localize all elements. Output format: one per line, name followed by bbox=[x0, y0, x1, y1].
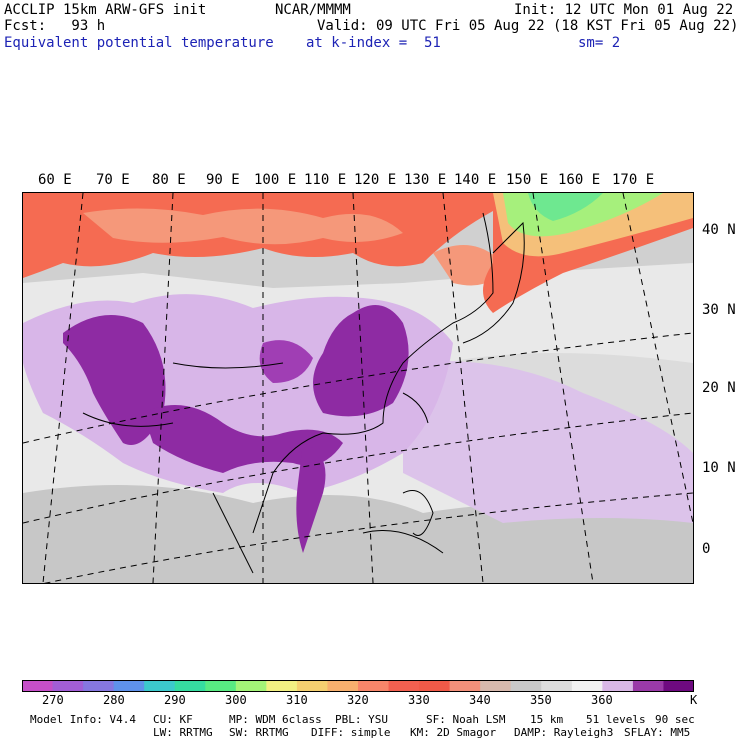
footer-damp: DAMP: Rayleigh3 bbox=[514, 726, 614, 739]
institution-label: NCAR/MMMM bbox=[275, 2, 351, 18]
colorbar-swatch bbox=[113, 680, 145, 692]
footer-cu: CU: KF bbox=[153, 713, 193, 726]
lon-label: 160 E bbox=[558, 172, 601, 188]
lon-label: 60 E bbox=[38, 172, 72, 188]
colorbar-swatch bbox=[541, 680, 573, 692]
lat-label: 20 N bbox=[702, 380, 736, 396]
colorbar-swatch bbox=[266, 680, 298, 692]
footer-timestep: 90 sec bbox=[655, 713, 695, 726]
map-shading bbox=[22, 192, 694, 589]
lon-label: 80 E bbox=[152, 172, 186, 188]
lon-label: 90 E bbox=[206, 172, 240, 188]
lat-label: 30 N bbox=[702, 302, 736, 318]
colorbar-swatch bbox=[22, 680, 54, 692]
colorbar-label: 360 bbox=[591, 693, 613, 707]
colorbar-label: 300 bbox=[225, 693, 247, 707]
lon-label: 140 E bbox=[454, 172, 497, 188]
colorbar-border bbox=[22, 680, 694, 692]
colorbar-swatch bbox=[327, 680, 359, 692]
colorbar bbox=[22, 680, 694, 692]
footer-km: KM: 2D Smagor bbox=[410, 726, 497, 739]
footer-levels: 51 levels bbox=[586, 713, 646, 726]
colorbar-swatch bbox=[480, 680, 512, 692]
colorbar-swatch bbox=[174, 680, 206, 692]
colorbar-swatch bbox=[205, 680, 237, 692]
footer-sflay: SFLAY: MM5 bbox=[624, 726, 691, 739]
footer-diff: DIFF: simple bbox=[311, 726, 391, 739]
colorbar-swatch bbox=[571, 680, 603, 692]
colorbar-label: 290 bbox=[164, 693, 186, 707]
colorbar-swatch bbox=[510, 680, 542, 692]
colorbar-swatch bbox=[632, 680, 664, 692]
colorbar-swatch bbox=[52, 680, 84, 692]
footer-model-info: Model Info: V4.4 bbox=[30, 713, 136, 726]
colorbar-swatch bbox=[663, 680, 694, 692]
lat-label: 40 N bbox=[702, 222, 736, 238]
model-title: ACCLIP 15km ARW-GFS init bbox=[4, 2, 207, 18]
footer-sf: SF: Noah LSM bbox=[426, 713, 506, 726]
lat-label: 10 N bbox=[702, 460, 736, 476]
lon-label: 170 E bbox=[612, 172, 655, 188]
colorbar-swatch bbox=[449, 680, 481, 692]
colorbar-swatch bbox=[419, 680, 451, 692]
colorbar-swatch bbox=[388, 680, 420, 692]
valid-time: Valid: 09 UTC Fri 05 Aug 22 (18 KST Fri … bbox=[317, 18, 739, 34]
lon-label: 70 E bbox=[96, 172, 130, 188]
colorbar-swatch bbox=[144, 680, 176, 692]
footer-resolution: 15 km bbox=[530, 713, 564, 726]
footer-pbl: PBL: YSU bbox=[335, 713, 388, 726]
lon-label: 110 E bbox=[304, 172, 347, 188]
footer-lw: LW: RRTMG bbox=[153, 726, 213, 739]
forecast-hour: Fcst: 93 h bbox=[4, 18, 106, 34]
colorbar-swatch bbox=[296, 680, 328, 692]
colorbar-label: 270 bbox=[42, 693, 64, 707]
colorbar-swatch bbox=[602, 680, 634, 692]
lat-label: 0 bbox=[702, 541, 711, 557]
colorbar-label: 320 bbox=[347, 693, 369, 707]
colorbar-label: 280 bbox=[103, 693, 125, 707]
lon-label: 120 E bbox=[354, 172, 397, 188]
lon-label: 100 E bbox=[254, 172, 297, 188]
colorbar-swatch bbox=[358, 680, 390, 692]
colorbar-swatch bbox=[235, 680, 267, 692]
footer-mp: MP: WDM 6class bbox=[229, 713, 322, 726]
lon-label: 130 E bbox=[404, 172, 447, 188]
lon-label: 150 E bbox=[506, 172, 549, 188]
init-time: Init: 12 UTC Mon 01 Aug 22 bbox=[514, 2, 734, 18]
colorbar-label: 340 bbox=[469, 693, 491, 707]
colorbar-label: 330 bbox=[408, 693, 430, 707]
field-name: Equivalent potential temperature bbox=[4, 35, 274, 51]
colorbar-unit: K bbox=[690, 693, 698, 707]
colorbar-label: 350 bbox=[530, 693, 552, 707]
level-label: at k-index = 51 bbox=[306, 35, 441, 51]
map-panel bbox=[22, 192, 694, 589]
colorbar-swatch bbox=[83, 680, 115, 692]
smoothing-label: sm= 2 bbox=[578, 35, 621, 51]
footer-sw: SW: RRTMG bbox=[229, 726, 289, 739]
colorbar-label: 310 bbox=[286, 693, 308, 707]
